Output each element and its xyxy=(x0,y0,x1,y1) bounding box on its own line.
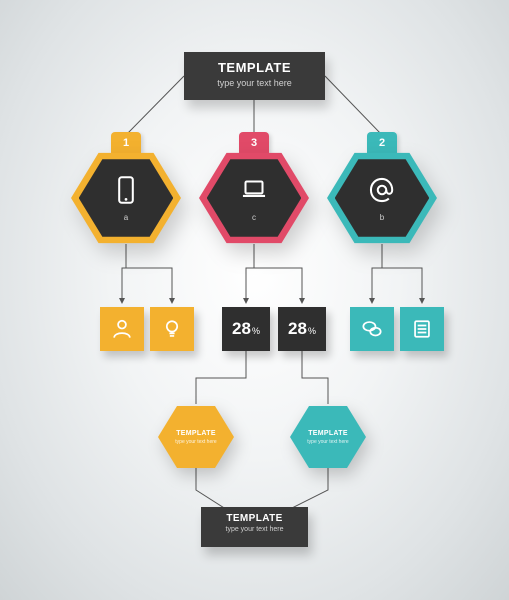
pct-box-2: 28 % xyxy=(278,307,326,351)
laptop-icon xyxy=(237,173,271,207)
small-hex-teal: TEMPLATE type your text here xyxy=(290,404,366,470)
small-hex-subtitle: type your text here xyxy=(175,439,216,445)
footer-box: TEMPLATE type your text here xyxy=(201,507,308,547)
small-hex-subtitle: type your text here xyxy=(307,439,348,445)
at-icon xyxy=(365,173,399,207)
person-icon xyxy=(109,316,135,342)
list-icon xyxy=(409,316,435,342)
hex-node-a: a xyxy=(71,150,181,246)
small-hex-title: TEMPLATE xyxy=(308,430,348,437)
header-subtitle: type your text here xyxy=(184,78,325,88)
small-hex-title: TEMPLATE xyxy=(176,430,216,437)
tile-bulb xyxy=(150,307,194,351)
hex-sublabel: b xyxy=(380,213,384,222)
pct-unit: % xyxy=(308,326,316,336)
hex-node-c: c xyxy=(199,150,309,246)
pct-unit: % xyxy=(252,326,260,336)
tile-chat xyxy=(350,307,394,351)
tile-person xyxy=(100,307,144,351)
small-hex-amber: TEMPLATE type your text here xyxy=(158,404,234,470)
bulb-icon xyxy=(159,316,185,342)
hex-sublabel: a xyxy=(124,213,128,222)
header-box: TEMPLATE type your text here xyxy=(184,52,325,100)
footer-title: TEMPLATE xyxy=(201,513,308,524)
header-title: TEMPLATE xyxy=(184,60,325,75)
chat-icon xyxy=(359,316,385,342)
smartphone-icon xyxy=(109,173,143,207)
footer-subtitle: type your text here xyxy=(201,526,308,533)
pct-box-1: 28 % xyxy=(222,307,270,351)
pct-value: 28 xyxy=(232,319,251,339)
hex-node-b: b xyxy=(327,150,437,246)
pct-value: 28 xyxy=(288,319,307,339)
tile-list xyxy=(400,307,444,351)
hex-sublabel: c xyxy=(252,213,256,222)
